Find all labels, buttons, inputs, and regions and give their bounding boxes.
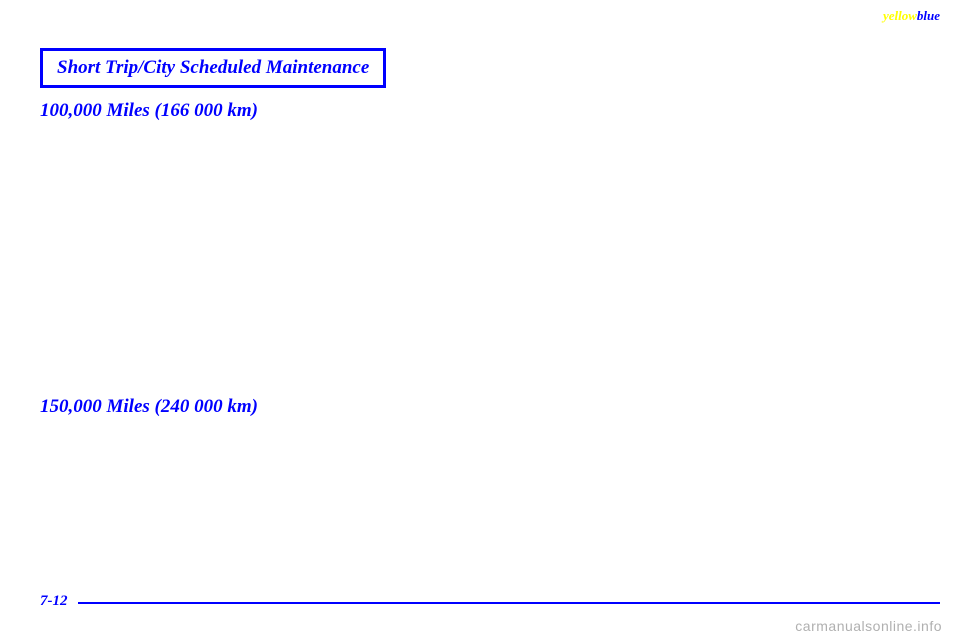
header-box: Short Trip/City Scheduled Maintenance [40,48,386,88]
watermark-text: carmanualsonline.info [795,618,942,634]
corner-label: yellowblue [883,8,940,24]
bottom-divider-line [78,602,940,604]
corner-blue-text: blue [917,8,940,23]
header-title: Short Trip/City Scheduled Maintenance [57,57,369,78]
page-number: 7-12 [40,593,68,610]
section-heading-1: 100,000 Miles (166 000 km) [40,100,258,122]
corner-yellow-text: yellow [883,8,917,23]
section-heading-2: 150,000 Miles (240 000 km) [40,396,258,418]
